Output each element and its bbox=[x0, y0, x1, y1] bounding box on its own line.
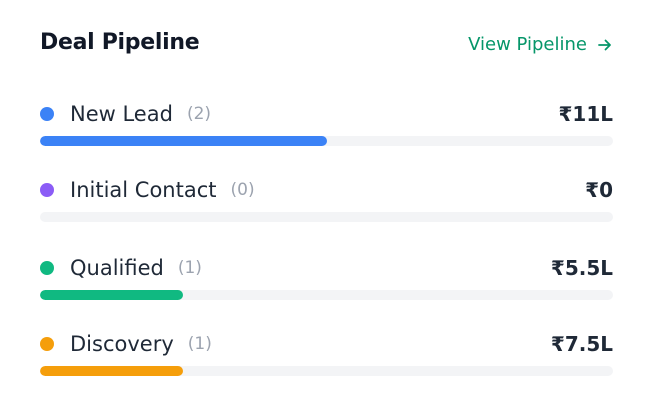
view-pipeline-label: View Pipeline bbox=[468, 34, 587, 55]
stage-qualified[interactable]: Qualified (1) ₹5.5L bbox=[40, 254, 613, 300]
stage-progress-track bbox=[40, 366, 613, 376]
stage-value: ₹11L bbox=[558, 102, 614, 126]
stage-name: Qualified bbox=[70, 256, 164, 280]
stage-progress-track bbox=[40, 136, 613, 146]
stage-progress-track bbox=[40, 290, 613, 300]
stage-count: (1) bbox=[187, 334, 212, 354]
stage-name: Discovery bbox=[70, 332, 174, 356]
stage-dot bbox=[40, 107, 54, 121]
stage-count: (0) bbox=[230, 180, 255, 200]
stage-value: ₹0 bbox=[585, 178, 613, 202]
stage-progress-fill bbox=[40, 366, 184, 376]
stage-count: (2) bbox=[186, 104, 212, 124]
stage-progress-fill bbox=[40, 136, 327, 146]
arrow-right-icon bbox=[598, 39, 611, 50]
stage-new-lead[interactable]: New Lead (2) ₹11L bbox=[40, 100, 614, 146]
stage-progress-track bbox=[40, 212, 613, 222]
stage-discovery[interactable]: Discovery (1) ₹7.5L bbox=[40, 330, 613, 376]
stage-name: New Lead bbox=[70, 102, 173, 126]
stage-dot bbox=[40, 261, 54, 275]
view-pipeline-link[interactable]: View Pipeline bbox=[468, 34, 613, 55]
stage-dot bbox=[40, 337, 54, 351]
stage-initial-contact[interactable]: Initial Contact (0) ₹0 bbox=[40, 176, 613, 222]
stage-value: ₹5.5L bbox=[550, 256, 613, 280]
card-title: Deal Pipeline bbox=[40, 30, 200, 55]
stage-count: (1) bbox=[177, 258, 202, 278]
stage-progress-fill bbox=[40, 290, 184, 300]
stage-value: ₹7.5L bbox=[550, 332, 613, 356]
stage-name: Initial Contact bbox=[70, 178, 217, 202]
stage-dot bbox=[40, 183, 54, 197]
